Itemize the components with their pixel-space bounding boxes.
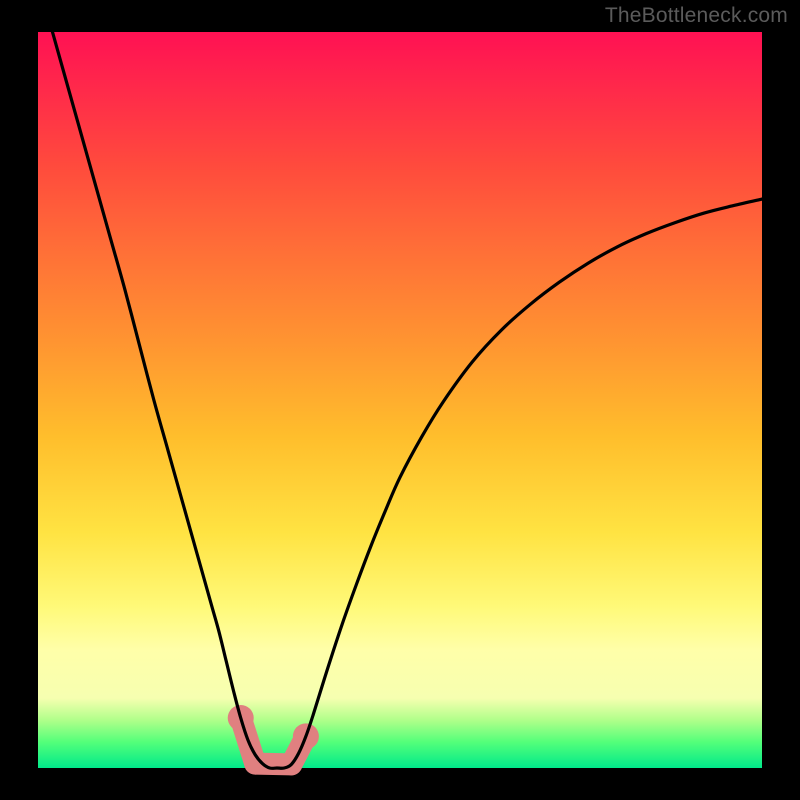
bottleneck-curve-chart <box>0 0 800 800</box>
watermark-label: TheBottleneck.com <box>605 4 788 28</box>
chart-canvas: TheBottleneck.com <box>0 0 800 800</box>
chart-gradient-background <box>38 32 762 768</box>
